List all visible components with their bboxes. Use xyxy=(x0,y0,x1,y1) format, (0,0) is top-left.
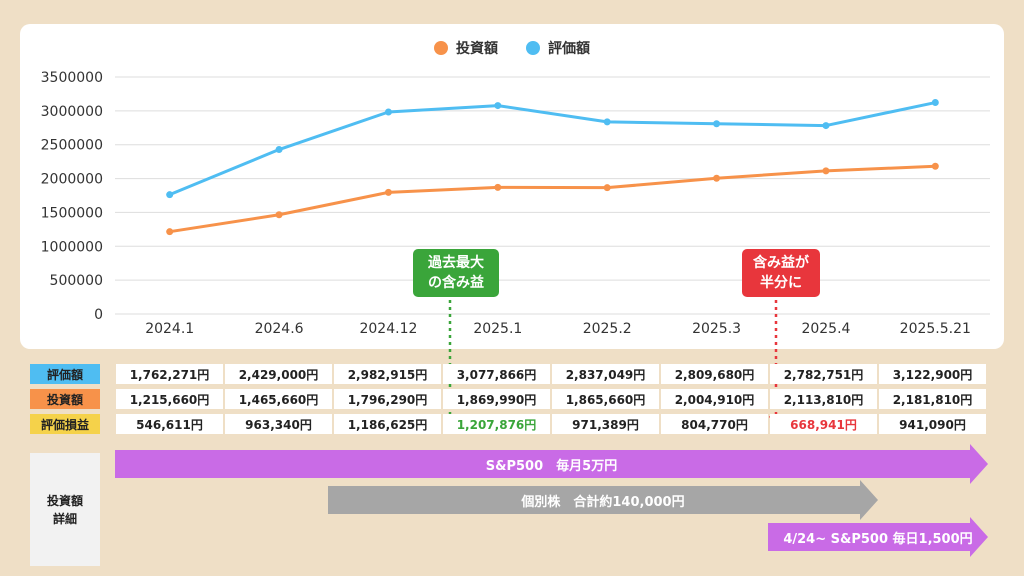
legend-dot-investment xyxy=(434,41,448,55)
sp500-daily-arrow: 4/24~ S&P500 毎日1,500円 xyxy=(768,517,988,557)
x-tick-label: 2024.1 xyxy=(145,321,194,337)
max-gain-callout: 過去最大 の含み益 xyxy=(413,249,499,297)
data-point-1 xyxy=(384,108,392,116)
data-point-1 xyxy=(931,99,939,107)
cell-valuation: 2,782,751円 xyxy=(770,364,877,384)
cell-pnl: 804,770円 xyxy=(661,414,768,434)
y-tick-label: 1500000 xyxy=(41,205,103,221)
legend-label-investment: 投資額 xyxy=(456,41,498,57)
x-tick-label: 2025.2 xyxy=(583,321,632,337)
x-tick-label: 2025.4 xyxy=(801,321,850,337)
data-point-0 xyxy=(603,184,611,192)
y-tick-label: 1000000 xyxy=(41,239,103,255)
cell-pnl: 963,340円 xyxy=(225,414,332,434)
data-point-0 xyxy=(931,162,939,170)
cell-investment: 1,465,660円 xyxy=(225,389,332,409)
data-point-0 xyxy=(384,188,392,196)
y-tick-label: 500000 xyxy=(50,273,103,289)
cell-investment: 2,004,910円 xyxy=(661,389,768,409)
x-tick-label: 2024.12 xyxy=(359,321,417,337)
data-point-1 xyxy=(713,120,721,128)
y-tick-label: 3000000 xyxy=(41,104,103,120)
sp500-monthly-label: S&P500 毎月5万円 xyxy=(485,458,618,474)
sp500-daily-label: 4/24~ S&P500 毎日1,500円 xyxy=(783,531,973,547)
cell-investment: 2,113,810円 xyxy=(770,389,877,409)
line-chart: 0 500000 1000000 1500000 2000000 2500000 30000… xyxy=(41,70,990,337)
detail-label-line2: 詳細 xyxy=(52,511,77,526)
cell-investment: 1,796,290円 xyxy=(334,389,441,409)
cell-pnl: 546,611円 xyxy=(116,414,223,434)
cell-valuation: 1,762,271円 xyxy=(116,364,223,384)
individual-stocks-arrow: 個別株 合計約140,000円 xyxy=(328,480,878,520)
x-tick-label: 2025.1 xyxy=(473,321,522,337)
detail-label-line1: 投資額 xyxy=(46,493,83,508)
data-point-1 xyxy=(275,146,283,154)
series-line-1 xyxy=(169,101,936,197)
legend-item-investment: 投資額 xyxy=(434,38,498,58)
cell-valuation: 3,122,900円 xyxy=(879,364,986,384)
data-point-1 xyxy=(166,191,174,199)
y-tick-label: 3500000 xyxy=(41,70,103,86)
x-tick-label: 2025.5.21 xyxy=(900,321,971,337)
chart-legend: 投資額 評価額 xyxy=(0,36,1024,60)
data-point-0 xyxy=(494,183,502,191)
legend-dot-valuation xyxy=(526,41,540,55)
cell-pnl-half: 668,941円 xyxy=(770,414,877,434)
cell-investment: 2,181,810円 xyxy=(879,389,986,409)
data-point-0 xyxy=(275,211,283,219)
cell-investment: 1,215,660円 xyxy=(116,389,223,409)
series-line-0 xyxy=(169,164,936,234)
row-label-pnl: 評価損益 xyxy=(30,414,100,434)
data-point-0 xyxy=(166,228,174,236)
half-gain-callout-line1: 含み益が xyxy=(753,255,809,271)
x-tick-label: 2024.6 xyxy=(255,321,304,337)
half-gain-callout: 含み益が 半分に xyxy=(742,249,820,297)
cell-valuation: 2,982,915円 xyxy=(334,364,441,384)
row-label-valuation: 評価額 xyxy=(30,364,100,384)
sp500-monthly-arrow: S&P500 毎月5万円 xyxy=(115,444,988,484)
half-gain-callout-line2: 半分に xyxy=(760,275,802,291)
cell-valuation: 3,077,866円 xyxy=(443,364,550,384)
legend-item-valuation: 評価額 xyxy=(526,38,590,58)
cell-pnl-max: 1,207,876円 xyxy=(443,414,550,434)
investment-detail-label: 投資額 詳細 xyxy=(30,453,100,566)
cell-valuation: 2,429,000円 xyxy=(225,364,332,384)
y-tick-label: 0 xyxy=(94,307,103,323)
x-tick-label: 2025.3 xyxy=(692,321,741,337)
cell-investment: 1,865,660円 xyxy=(552,389,659,409)
data-point-0 xyxy=(822,167,830,175)
cell-pnl: 941,090円 xyxy=(879,414,986,434)
legend-label-valuation: 評価額 xyxy=(548,41,590,57)
row-label-investment: 投資額 xyxy=(30,389,100,409)
max-gain-callout-line2: の含み益 xyxy=(428,275,484,291)
cell-valuation: 2,809,680円 xyxy=(661,364,768,384)
max-gain-callout-line1: 過去最大 xyxy=(428,255,484,271)
y-tick-label: 2000000 xyxy=(41,172,103,188)
data-point-1 xyxy=(603,118,611,126)
cell-pnl: 1,186,625円 xyxy=(334,414,441,434)
cell-pnl: 971,389円 xyxy=(552,414,659,434)
cell-investment: 1,869,990円 xyxy=(443,389,550,409)
individual-stocks-label: 個別株 合計約140,000円 xyxy=(521,494,685,510)
y-tick-label: 2500000 xyxy=(41,138,103,154)
cell-valuation: 2,837,049円 xyxy=(552,364,659,384)
data-point-1 xyxy=(494,102,502,110)
data-point-0 xyxy=(713,174,721,182)
data-point-1 xyxy=(822,122,830,130)
